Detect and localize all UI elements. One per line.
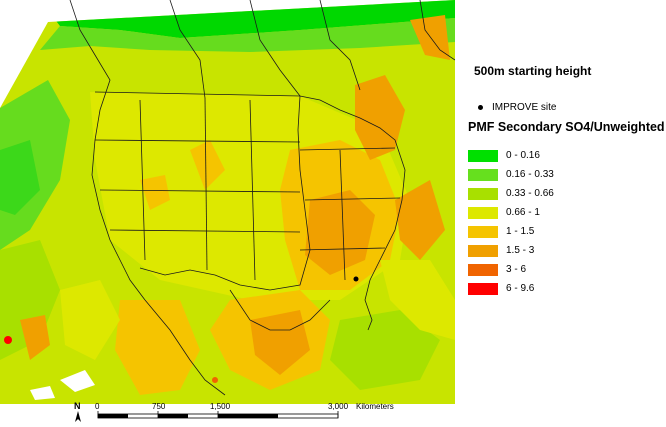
site-legend-row: IMPROVE site	[474, 100, 556, 114]
legend-swatch	[468, 282, 498, 295]
legend-item: 6 - 9.6	[468, 279, 554, 298]
legend-item: 1.5 - 3	[468, 241, 554, 260]
legend-swatch	[468, 263, 498, 276]
legend-swatch	[468, 206, 498, 219]
legend-item: 1 - 1.5	[468, 222, 554, 241]
legend-item: 0 - 0.16	[468, 146, 554, 165]
svg-text:N: N	[74, 401, 81, 411]
legend-label: 3 - 6	[506, 264, 527, 275]
improve-site-marker	[353, 276, 359, 282]
legend-label: 0 - 0.16	[506, 150, 540, 161]
scale-tick: 750	[152, 402, 166, 411]
scale-tick: 0	[95, 402, 100, 411]
map-panel: N 0 750 1,500 3,000 Kilometers	[0, 0, 455, 426]
legend-label: 0.33 - 0.66	[506, 188, 554, 199]
site-legend-label: IMPROVE site	[492, 101, 557, 113]
map-legend: 500m starting height IMPROVE site PMF Se…	[458, 0, 666, 427]
legend-label: 1 - 1.5	[506, 226, 535, 237]
concentration-map	[0, 0, 455, 404]
legend-swatch	[468, 225, 498, 238]
boundary-lines	[69, 0, 455, 396]
legend-swatch	[468, 149, 498, 162]
north-arrow-icon	[75, 411, 81, 422]
legend-swatch	[468, 168, 498, 181]
legend-label: 0.66 - 1	[506, 207, 540, 218]
legend-item: 0.66 - 1	[468, 203, 554, 222]
legend-label: 0.16 - 0.33	[506, 169, 554, 180]
scale-unit: Kilometers	[356, 402, 394, 411]
legend-heading: PMF Secondary SO4/Unweighted	[468, 120, 665, 134]
legend-label: 6 - 9.6	[506, 283, 535, 294]
scale-tick: 3,000	[328, 402, 349, 411]
legend-item: 3 - 6	[468, 260, 554, 279]
legend-title: 500m starting height	[474, 64, 592, 78]
legend-label: 1.5 - 3	[506, 245, 535, 256]
concentration-field	[0, 0, 455, 404]
site-dot-icon	[478, 104, 483, 110]
legend-swatch	[468, 244, 498, 257]
legend-item: 0.33 - 0.66	[468, 184, 554, 203]
north-arrow-label: N	[74, 401, 81, 411]
legend-swatch	[468, 187, 498, 200]
scale-bar: N 0 750 1,500 3,000 Kilometers	[70, 396, 440, 426]
legend-class-list: 0 - 0.16 0.16 - 0.33 0.33 - 0.66 0.66 - 1 1 …	[468, 146, 554, 298]
legend-item: 0.16 - 0.33	[468, 165, 554, 184]
scale-tick: 1,500	[210, 402, 231, 411]
